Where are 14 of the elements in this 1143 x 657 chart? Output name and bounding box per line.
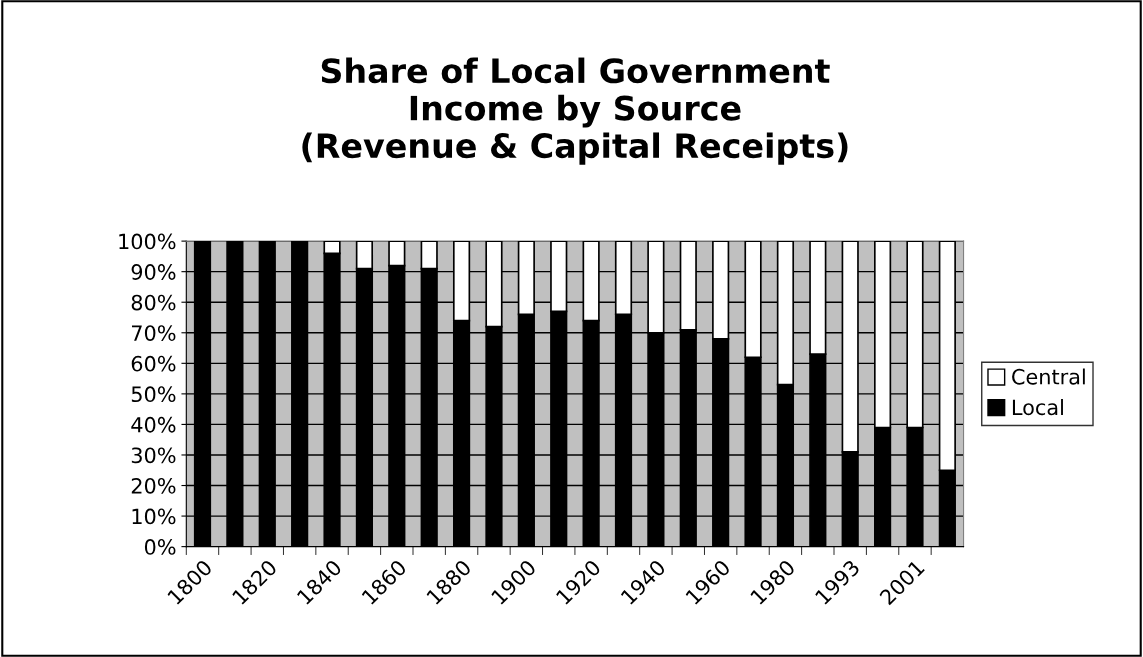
y-tick-label: 20%: [131, 477, 176, 494]
legend-label: Local: [1012, 399, 1063, 416]
chart-title: Share of Local Government Income by Source (Revenue & Capital Receipts): [302, 57, 848, 165]
y-tick-label: 0%: [144, 539, 176, 555]
y-tick-label: 80%: [131, 294, 176, 311]
y-tick-label: 70%: [131, 325, 176, 341]
y-tick-label: 30%: [131, 447, 176, 464]
y-tick-label: 60%: [131, 355, 176, 372]
y-tick-label: 100%: [119, 233, 176, 250]
y-tick-label: 10%: [132, 508, 176, 525]
legend-label: Central: [1012, 368, 1085, 385]
y-tick-label: 90%: [131, 264, 176, 280]
y-tick-label: 50%: [131, 386, 176, 403]
y-tick-label: 40%: [131, 416, 176, 433]
